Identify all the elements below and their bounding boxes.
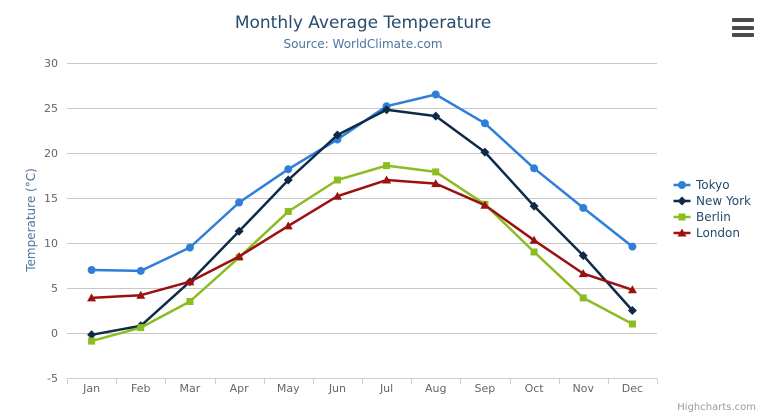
data-point-london[interactable] <box>578 269 588 278</box>
y-axis-label: 30 <box>44 57 58 70</box>
data-point-london[interactable] <box>529 235 539 244</box>
legend-item-tokyo[interactable]: Tokyo <box>673 177 751 193</box>
x-axis-label: Nov <box>573 382 595 395</box>
data-point-london[interactable] <box>185 277 195 286</box>
hamburger-bar <box>732 25 754 30</box>
data-point-london[interactable] <box>87 293 97 302</box>
legend-label: Tokyo <box>696 178 730 192</box>
legend-marker-shape[interactable] <box>677 228 687 237</box>
series-line-berlin[interactable] <box>90 164 634 343</box>
data-point-new-york[interactable] <box>283 175 293 185</box>
legend-label: London <box>696 226 740 240</box>
x-axis-label: Oct <box>525 382 545 395</box>
data-point-tokyo[interactable] <box>284 165 293 174</box>
data-point-tokyo[interactable] <box>628 242 637 251</box>
data-point-new-york[interactable] <box>480 147 490 157</box>
x-axis-label: Sep <box>475 382 496 395</box>
chart-title: Monthly Average Temperature <box>234 13 492 33</box>
y-axis-label: 25 <box>44 102 58 115</box>
legend-item-new-york[interactable]: New York <box>673 193 751 209</box>
y-axis-label: 10 <box>44 237 58 250</box>
y-axis-label: -5 <box>47 372 58 385</box>
legend-item-berlin[interactable]: Berlin <box>673 209 751 225</box>
data-point-tokyo[interactable] <box>480 119 489 128</box>
legend-marker-square-icon <box>673 213 691 221</box>
data-point-new-york[interactable] <box>431 111 441 121</box>
data-point-berlin[interactable] <box>530 248 538 256</box>
data-point-berlin[interactable] <box>383 162 391 170</box>
y-axis-label: 15 <box>44 192 58 205</box>
x-axis-label: Jan <box>82 382 100 395</box>
series-new-york <box>87 105 637 340</box>
data-point-new-york[interactable] <box>627 306 637 315</box>
data-point-new-york[interactable] <box>332 130 342 140</box>
series-line-new-york[interactable] <box>90 108 634 337</box>
data-point-berlin[interactable] <box>137 324 145 332</box>
y-axis-label: 0 <box>51 327 58 340</box>
legend-label: Berlin <box>696 210 731 224</box>
x-axis-label: Mar <box>180 382 201 395</box>
legend-marker-diamond-icon <box>673 196 691 206</box>
data-point-new-york[interactable] <box>578 251 588 261</box>
data-point-london[interactable] <box>382 175 392 184</box>
data-point-berlin[interactable] <box>284 208 292 215</box>
legend-label: New York <box>696 194 751 208</box>
data-point-tokyo[interactable] <box>136 266 145 275</box>
x-axis-label: Feb <box>131 382 150 395</box>
data-point-london[interactable] <box>480 200 490 209</box>
data-point-berlin[interactable] <box>628 320 636 328</box>
x-axis-label: Jul <box>379 382 393 395</box>
hamburger-menu-icon[interactable] <box>732 18 754 37</box>
legend-marker-shape[interactable] <box>678 213 686 221</box>
legend: Tokyo New York Berlin London <box>673 177 751 241</box>
data-point-london[interactable] <box>332 191 342 200</box>
data-point-tokyo[interactable] <box>235 198 244 207</box>
x-axis-label: Apr <box>230 382 250 395</box>
highcharts-credit-link[interactable]: Highcharts.com <box>677 402 756 413</box>
legend-item-london[interactable]: London <box>673 225 751 241</box>
data-point-tokyo[interactable] <box>431 90 440 99</box>
y-axis-label: 5 <box>51 282 58 295</box>
legend-marker-shape[interactable] <box>678 181 686 189</box>
series-line-tokyo[interactable] <box>90 93 634 273</box>
hamburger-bar <box>732 33 754 37</box>
data-point-london[interactable] <box>431 179 441 188</box>
data-point-new-york[interactable] <box>87 330 97 340</box>
data-point-berlin[interactable] <box>186 298 194 305</box>
data-point-new-york[interactable] <box>529 201 539 211</box>
x-axis-label: Jun <box>328 382 346 395</box>
data-point-tokyo[interactable] <box>87 266 96 274</box>
y-axis-title: Temperature (°C) <box>24 168 38 272</box>
series-tokyo <box>87 90 637 275</box>
data-point-new-york[interactable] <box>382 105 392 115</box>
x-axis-label: Aug <box>425 382 446 395</box>
chart-subtitle: Source: WorldClimate.com <box>283 37 443 51</box>
data-point-berlin[interactable] <box>579 294 587 302</box>
data-point-london[interactable] <box>627 285 637 294</box>
y-axis-label: 20 <box>44 147 58 160</box>
data-point-berlin[interactable] <box>432 168 440 176</box>
legend-marker-shape[interactable] <box>677 196 687 206</box>
series-line-london[interactable] <box>90 178 634 300</box>
data-point-london[interactable] <box>283 221 293 230</box>
hamburger-bar <box>732 18 754 22</box>
series-london <box>87 175 637 302</box>
data-point-tokyo[interactable] <box>185 243 194 252</box>
x-axis-label: Dec <box>622 382 643 395</box>
data-point-london[interactable] <box>234 252 244 260</box>
data-point-new-york[interactable] <box>234 226 244 236</box>
data-point-berlin[interactable] <box>333 176 341 184</box>
data-point-tokyo[interactable] <box>579 203 588 212</box>
x-axis-label: May <box>277 382 300 395</box>
legend-marker-triangle-icon <box>673 228 691 237</box>
data-point-berlin[interactable] <box>88 337 96 345</box>
data-point-london[interactable] <box>136 290 146 299</box>
data-point-tokyo[interactable] <box>530 164 539 173</box>
legend-marker-circle-icon <box>673 181 691 189</box>
